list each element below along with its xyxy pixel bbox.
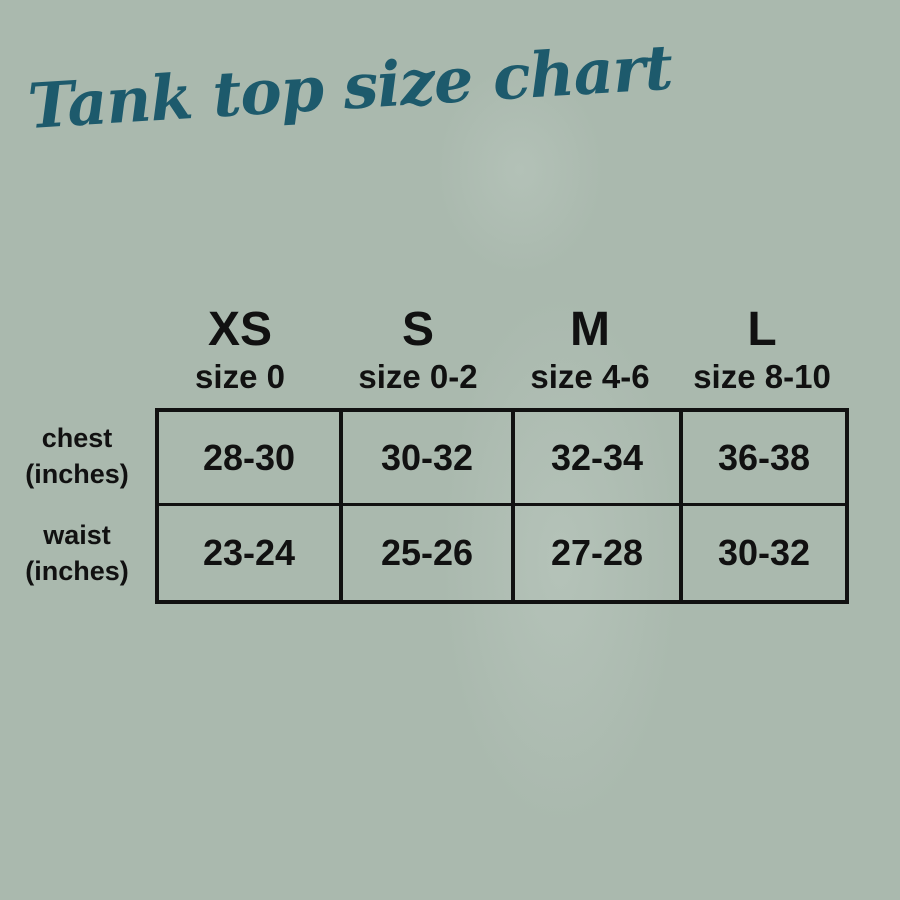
table-cell: 30-32 [717,532,811,573]
table-cell: 36-38 [683,412,845,506]
row-label-chest: chest (inches) [25,423,129,489]
table-cell: 28-30 [159,412,343,506]
size-table: 28-30 30-32 32-34 36-38 23-24 25-26 27-2… [155,408,849,604]
row-label-waist: waist (inches) [25,520,129,586]
table-cell: 32-34 [515,412,683,506]
column-header-xs: XS size 0 [195,303,285,395]
table-cell: 25-26 [343,506,515,600]
table-cell: 30-32 [343,412,515,506]
table-cell: 23-24 [159,506,343,600]
table-cell: 27-28 [515,506,683,600]
